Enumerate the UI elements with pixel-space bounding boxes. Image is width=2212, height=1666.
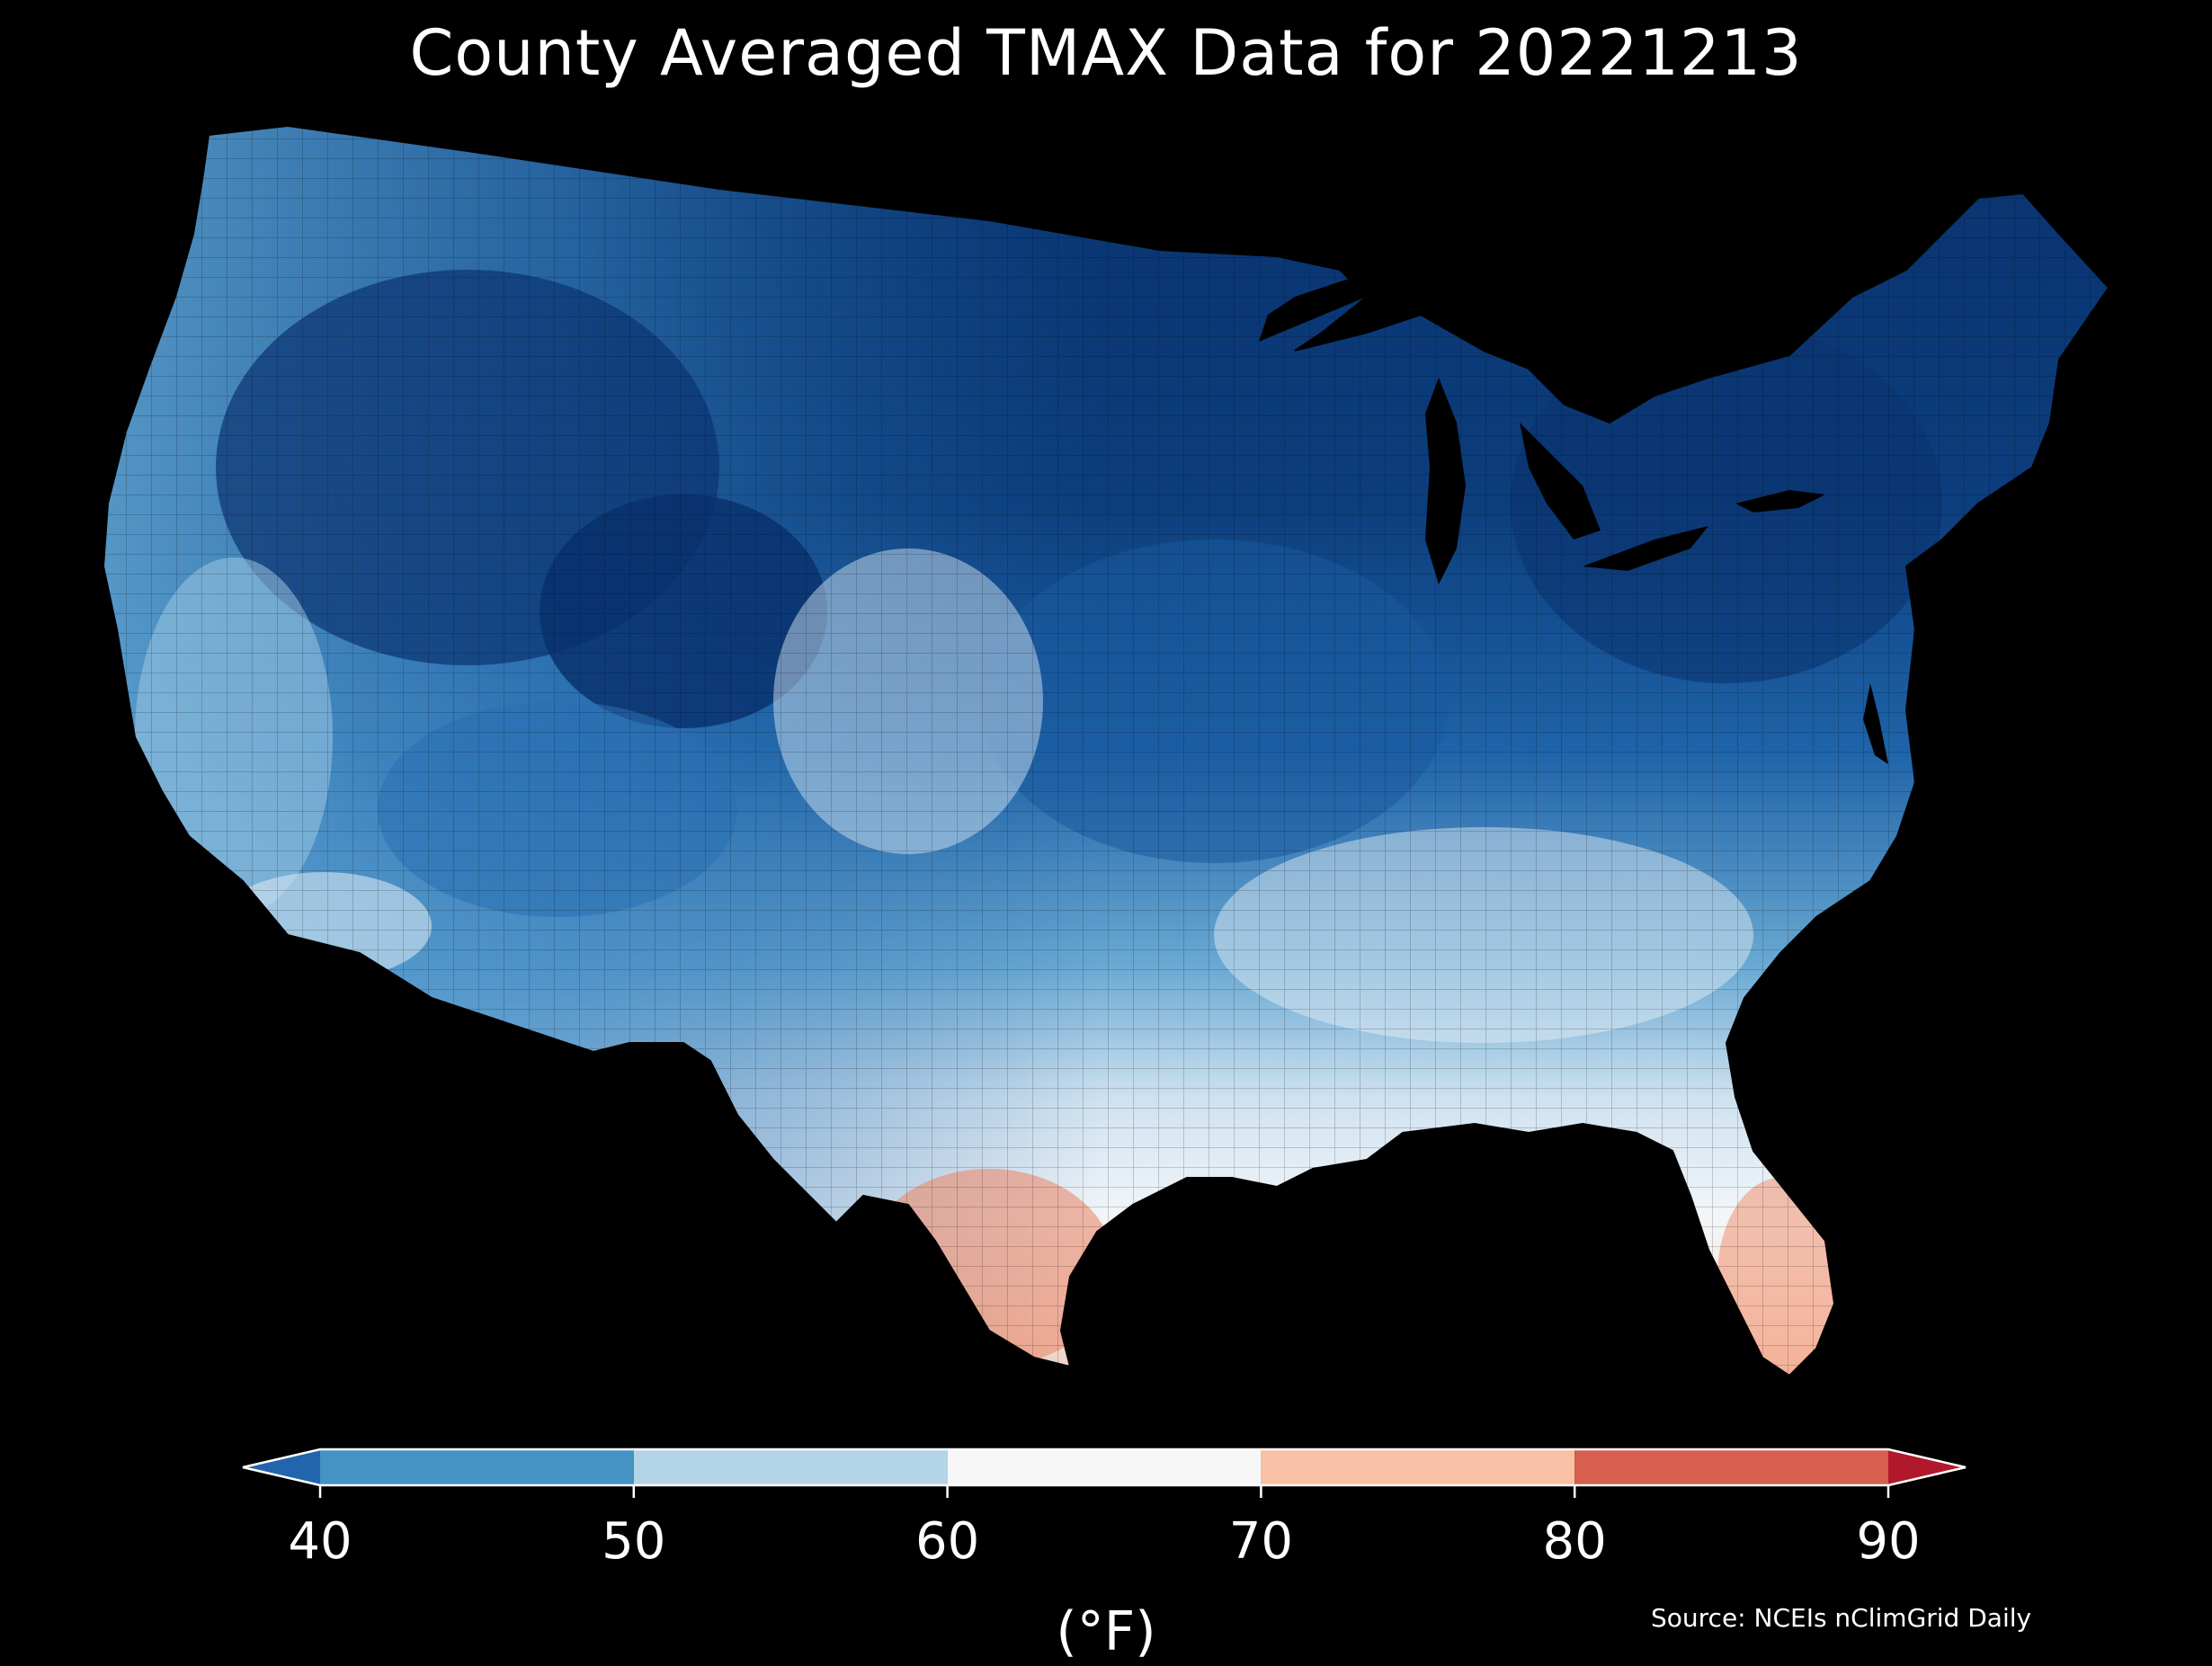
- legend-tick-label: 80: [1542, 1512, 1607, 1571]
- lake-michigan: [1425, 378, 1466, 584]
- legend-bin-40-50: [320, 1449, 634, 1485]
- legend-extend-low: [243, 1449, 320, 1485]
- legend-bin-60-70: [947, 1449, 1262, 1485]
- legend-tick-label: 70: [1228, 1512, 1294, 1571]
- lake-ontario: [1735, 490, 1825, 512]
- legend-bin-80-90: [1574, 1449, 1888, 1485]
- legend-tick-label: 40: [288, 1512, 352, 1571]
- map-title: County Averaged TMAX Data for 20221213: [409, 16, 1803, 90]
- legend-tick-label: 50: [602, 1512, 666, 1571]
- lake-superior: [1259, 279, 1367, 342]
- lake-huron: [1520, 423, 1601, 539]
- source-credit: Source: NCEIs nClimGrid Daily: [1651, 1603, 2032, 1633]
- legend-bin-50-60: [633, 1449, 948, 1485]
- lake-erie: [1583, 526, 1708, 571]
- legend-unit-label: (°F): [1056, 1600, 1156, 1663]
- legend-bin-70-80: [1261, 1449, 1575, 1485]
- legend-extend-high: [1888, 1449, 1966, 1485]
- legend-tick-label: 90: [1856, 1512, 1921, 1571]
- chesapeake-bay: [1863, 683, 1888, 764]
- legend-tick-label: 60: [914, 1512, 980, 1571]
